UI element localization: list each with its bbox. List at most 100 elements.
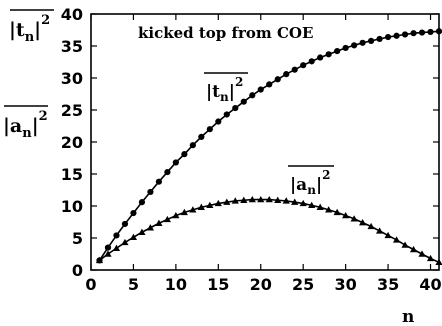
y-tick-label: 30 (61, 69, 83, 88)
data-point (342, 44, 349, 52)
data-point (409, 245, 418, 253)
data-point (121, 220, 129, 228)
data-point (257, 196, 265, 203)
ticks: 0 5 10 15 20 25 30 35 40 0 5 10 15 20 25 30 35 40 (61, 5, 442, 294)
y-tick-label: 0 (72, 261, 83, 280)
svg-text:|tn|2: |tn|2 (206, 75, 243, 104)
data-point (240, 196, 248, 203)
data-point (147, 188, 154, 196)
x-tick-label: 40 (419, 275, 441, 294)
data-point (240, 98, 247, 105)
data-point (95, 256, 104, 264)
data-point (384, 33, 392, 41)
data-point (206, 201, 214, 209)
x-tick-label: 10 (165, 275, 187, 294)
data-point (435, 258, 442, 266)
data-point (334, 48, 341, 55)
label-sub: n (307, 183, 316, 197)
data-point (418, 250, 426, 257)
data-point (266, 81, 273, 88)
y-label-t: |tn|2 (9, 9, 54, 45)
data-point (333, 208, 341, 216)
data-point (181, 151, 188, 158)
y-tick-label: 5 (72, 229, 83, 248)
data-point (375, 227, 384, 234)
data-point (206, 126, 213, 133)
label-main: |t (206, 82, 220, 102)
data-point (172, 212, 180, 219)
data-point (351, 42, 358, 49)
data-point (367, 222, 375, 230)
data-point (291, 198, 299, 205)
series-label-t: |tn|2 (204, 72, 248, 104)
data-point (317, 54, 324, 61)
x-tick-label: 20 (250, 275, 272, 294)
data-point (393, 32, 400, 39)
data-point (282, 197, 290, 204)
label-sup: 2 (235, 75, 243, 89)
data-point (223, 198, 231, 205)
svg-text:|tn|2: |tn|2 (9, 13, 50, 45)
data-point (274, 196, 282, 203)
data-point (291, 66, 298, 73)
data-point (249, 92, 256, 99)
svg-text:|an|2: |an|2 (290, 168, 330, 197)
data-point (410, 30, 417, 37)
data-point (172, 159, 179, 166)
data-point (325, 51, 332, 58)
chart-title: kicked top from COE (138, 24, 313, 42)
data-point (223, 111, 230, 118)
data-point (129, 233, 138, 241)
x-axis-label: n (402, 307, 414, 326)
y-label-a: |an|2 (3, 105, 48, 141)
y-tick-label: 40 (61, 5, 83, 24)
data-point (197, 203, 205, 210)
data-point (299, 199, 307, 207)
data-point (342, 212, 350, 219)
data-point (189, 142, 196, 149)
data-point (155, 178, 163, 185)
x-tick-label: 5 (128, 275, 139, 294)
label-sup: 2 (322, 168, 330, 182)
y-tick-label: 35 (61, 37, 83, 56)
data-point (350, 215, 358, 222)
data-point (146, 224, 155, 231)
data-point (214, 199, 222, 207)
data-point (359, 219, 367, 226)
data-point (308, 201, 316, 209)
data-point (231, 197, 239, 204)
data-point (257, 86, 264, 93)
series-label-a: |an|2 (288, 165, 334, 197)
data-point (401, 31, 409, 38)
data-point (232, 104, 239, 112)
data-point (215, 118, 222, 125)
data-point (104, 250, 112, 257)
data-point (401, 241, 409, 248)
data-point (392, 236, 401, 243)
x-tick-label: 0 (85, 275, 96, 294)
x-tick-label: 15 (207, 275, 229, 294)
data-point (248, 196, 256, 203)
markers (95, 28, 442, 266)
data-point (384, 231, 392, 239)
label-sub: n (220, 90, 229, 104)
y-tick-label: 15 (61, 165, 83, 184)
data-point (198, 133, 205, 140)
data-point (112, 244, 121, 251)
y-tick-label: 25 (61, 101, 83, 120)
data-point (138, 228, 146, 235)
data-point (367, 37, 375, 44)
y-tick-label: 20 (61, 133, 83, 152)
x-tick-label: 30 (335, 275, 357, 294)
data-point (427, 28, 434, 36)
data-point (189, 206, 197, 213)
y-tick-label: 10 (61, 197, 83, 216)
x-tick-label: 35 (377, 275, 399, 294)
data-point (180, 208, 188, 216)
data-point (274, 76, 281, 83)
label-main: |a (290, 175, 307, 195)
data-point (130, 209, 137, 217)
data-point (308, 58, 315, 65)
data-point (104, 244, 112, 251)
